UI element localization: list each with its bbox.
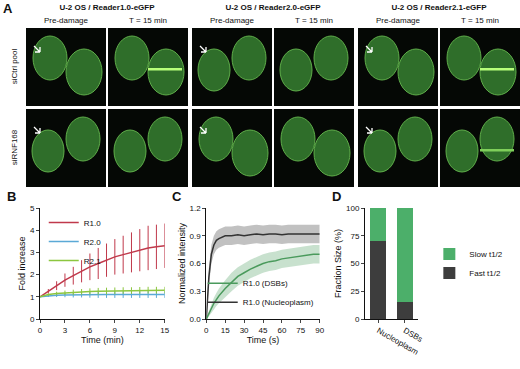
svg-text:15: 15 [221,326,230,335]
svg-text:0: 0 [355,315,360,324]
svg-text:0.0: 0.0 [190,315,202,324]
svg-text:D: D [332,190,341,204]
svg-text:0.9: 0.9 [190,232,202,241]
svg-text:5: 5 [30,204,35,213]
html-text:T = 15 min: T = 15 min [129,16,167,25]
html-text:U-2 OS / Reader1.0-eGFP: U-2 OS / Reader1.0-eGFP [59,3,155,12]
svg-text:75: 75 [296,326,305,335]
svg-text:6: 6 [88,326,93,335]
svg-text:1: 1 [30,293,35,302]
svg-text:R1.0 (Nucleoplasm): R1.0 (Nucleoplasm) [243,298,314,307]
svg-text:3: 3 [30,248,35,257]
svg-text:0: 0 [30,315,35,324]
svg-text:Slow t1/2: Slow t1/2 [469,250,502,259]
html-text:Pre-damage: Pre-damage [44,16,88,25]
html-text:U-2 OS / Reader2.0-eGFP: U-2 OS / Reader2.0-eGFP [225,3,321,12]
svg-text:0: 0 [204,326,209,335]
svg-text:Normalized intensity: Normalized intensity [177,222,187,304]
svg-text:DSBs: DSBs [402,326,424,344]
svg-text:100: 100 [346,204,360,213]
svg-text:1.2: 1.2 [190,204,202,213]
svg-text:0.3: 0.3 [190,287,202,296]
svg-text:12: 12 [135,326,144,335]
svg-text:Time (s): Time (s) [247,335,280,345]
svg-text:Time (min): Time (min) [81,335,124,345]
svg-text:3: 3 [63,326,68,335]
svg-text:B: B [7,190,16,204]
svg-text:R2.0: R2.0 [84,238,101,247]
html-text:A: A [3,1,13,16]
svg-text:R1.0: R1.0 [84,219,101,228]
svg-text:R2.1: R2.1 [84,257,101,266]
svg-text:Fold increase: Fold increase [17,236,27,290]
html-text:T = 15 min: T = 15 min [295,16,333,25]
html-text:T = 15 min: T = 15 min [461,16,499,25]
svg-text:Fast t1/2: Fast t1/2 [469,269,501,278]
svg-text:0.6: 0.6 [190,259,202,268]
svg-text:C: C [172,190,182,204]
svg-text:0: 0 [38,326,43,335]
svg-text:9: 9 [113,326,118,335]
svg-text:30: 30 [240,326,249,335]
svg-text:R1.0 (DSBs): R1.0 (DSBs) [243,279,288,288]
svg-text:25: 25 [351,287,360,296]
svg-text:45: 45 [259,326,268,335]
html-text:siCtrl pool: siCtrl pool [9,48,19,85]
html-text:Pre-damage: Pre-damage [210,16,254,25]
svg-text:75: 75 [351,232,360,241]
svg-text:15: 15 [160,326,169,335]
svg-text:Nucleoplasm: Nucleoplasm [375,326,420,357]
html-text:Pre-damage: Pre-damage [376,16,420,25]
svg-text:Fraction Size (%): Fraction Size (%) [333,229,343,298]
svg-text:4: 4 [30,226,35,235]
svg-text:60: 60 [277,326,286,335]
svg-text:50: 50 [351,259,360,268]
html-text:siRNF168: siRNF168 [9,129,19,166]
svg-text:2: 2 [30,270,35,279]
html-text:U-2 OS / Reader2.1-eGFP: U-2 OS / Reader2.1-eGFP [391,3,487,12]
svg-text:90: 90 [315,326,324,335]
